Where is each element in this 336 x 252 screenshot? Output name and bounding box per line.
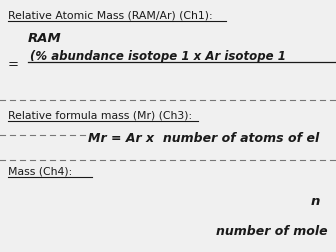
Text: =: =	[8, 58, 19, 71]
Text: number of mole: number of mole	[216, 225, 328, 238]
Text: Relative Atomic Mass (RAM/Ar) (Ch1):: Relative Atomic Mass (RAM/Ar) (Ch1):	[8, 10, 213, 20]
Text: Relative formula mass (Mr) (Ch3):: Relative formula mass (Mr) (Ch3):	[8, 110, 192, 120]
Text: Mr = Ar x  number of atoms of el: Mr = Ar x number of atoms of el	[88, 132, 319, 145]
Text: Mass (Ch4):: Mass (Ch4):	[8, 166, 72, 176]
Text: RAM: RAM	[28, 32, 61, 45]
Text: n: n	[310, 195, 320, 208]
Text: (% abundance isotope 1 x Ar isotope 1: (% abundance isotope 1 x Ar isotope 1	[30, 50, 286, 63]
